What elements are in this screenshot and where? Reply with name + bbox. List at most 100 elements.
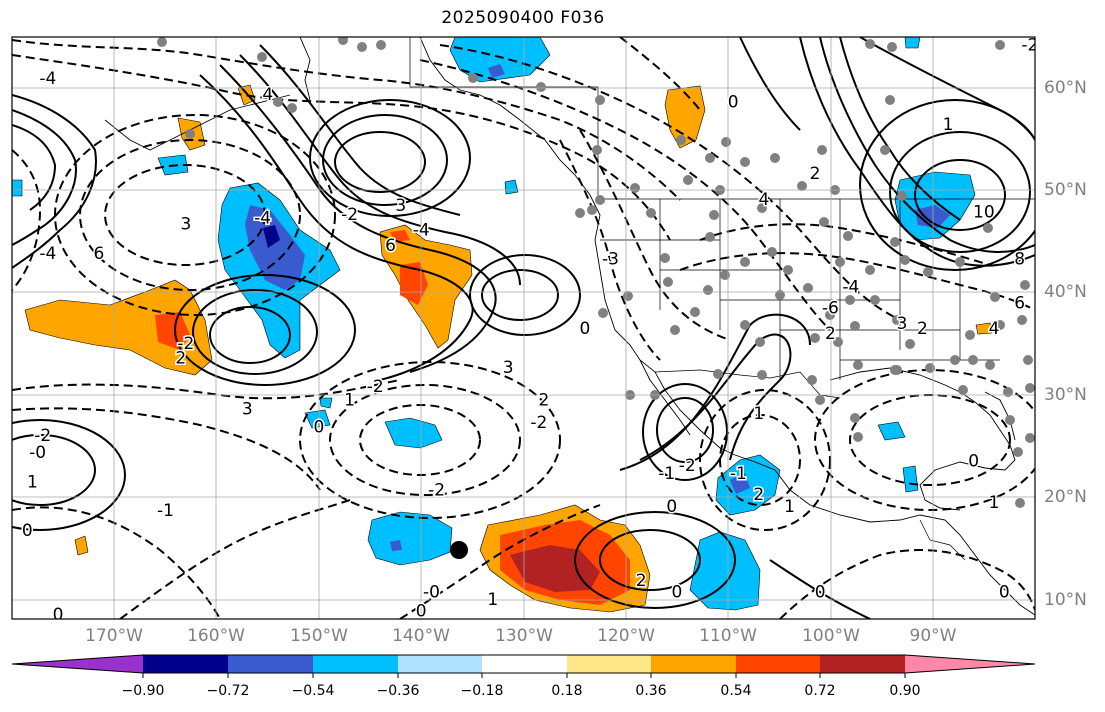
colorbar-bin-5 [482,655,567,673]
lon-tick-label: 130°W [495,626,553,646]
contour-band-2 [219,64,497,373]
colorbar-bin-2 [228,655,313,673]
anomaly-red-west [155,312,190,350]
colorbar-bin-3 [313,655,398,673]
contour-label: 1 [753,404,764,424]
colorbar-tick-label: −0.90 [121,683,165,699]
contour-label: 0 [672,583,683,603]
contour-label: -1 [157,501,174,521]
contour-label: -2 [679,456,696,476]
contour-label: 3 [503,358,514,378]
contour-label: 3 [395,196,406,216]
contour-label: -2 [341,205,358,225]
contour-label: 0 [416,601,427,621]
contour-label: 6 [385,236,396,256]
colorbar-tick-label: −0.18 [460,683,504,699]
contour-label: -2 [367,377,384,397]
contour-neg-west-1 [104,164,266,266]
lon-tick-label: 140°W [392,626,450,646]
lon-tick-label: 150°W [290,626,348,646]
colorbar-tick-label: −0.72 [206,683,250,699]
contour-label: 6 [1014,293,1025,313]
contour-neg-canada-n [619,37,701,111]
anomaly-orange-dot-2 [975,322,993,335]
contour-west-3 [12,124,57,211]
colorbar-extend-high [905,655,1035,673]
contour-neg-hawaii-3 [299,361,561,519]
lon-tick-label: 120°W [597,626,655,646]
contour-label: -3 [602,250,619,270]
contour-label: 2 [175,349,186,369]
border-states-1 [659,199,961,380]
lon-tick-label: 160°W [187,626,245,646]
lat-tick-label: 60°N [1044,78,1087,98]
contour-label: 2 [825,324,836,344]
colorbar-tick-label: 0.90 [889,683,921,699]
positive-contours [12,37,1035,619]
contour-neg-east-2 [699,223,991,266]
border-alaska-canada [409,37,599,199]
anomaly-orange-canada [664,85,706,149]
contour-label: 6 [94,244,105,264]
contour-west-2 [12,109,77,246]
lon-tick-label: 100°W [802,626,860,646]
contour-label: 3 [180,215,191,235]
anomaly-royal-southwest [390,540,402,551]
contour-neg-south-1 [119,499,351,619]
anomaly-navy-north-pacific [263,225,280,248]
contour-label: 1 [27,473,38,493]
significance-dots [157,37,1035,508]
colorbar [11,654,1036,678]
contour-pos-1a [174,274,356,386]
contour-label: 1 [344,391,355,411]
contour-label: 2 [539,391,550,411]
contour-west-1 [12,94,97,269]
coast-aleutians [104,94,291,151]
contour-neg-band-2 [12,407,321,491]
contour-pos-6 [334,131,426,193]
contour-neg-south-2 [399,504,601,619]
anomaly-cyan-gulf-small [902,465,919,493]
contour-label: 3 [897,314,908,334]
contour-label: 2 [810,164,821,184]
contour-neg-mexico-2 [699,389,831,531]
colorbar-tick-label: 0.72 [804,683,836,699]
anomaly-royal-canada-east [915,205,950,228]
contour-canada-1 [739,37,801,131]
contour-label: 1 [943,115,954,135]
anomaly-cyan-alaska [449,37,551,83]
contour-label: -4 [39,244,56,264]
contour-label: 2 [917,319,928,339]
contour-label: 10 [973,202,995,222]
contour-pos-south-mid [769,559,871,619]
contour-south-2 [599,529,701,591]
lat-tick-label: 10°N [1044,590,1087,610]
anomaly-cyan-southwest [367,511,453,566]
contour-label: -0 [29,443,46,463]
graticule [12,37,1035,619]
chart-title: 2025090400 F036 [441,8,605,28]
contour-label: 0 [728,93,739,113]
contour-neg-top-1 [12,39,681,201]
anomaly-orange-dot-1 [74,535,89,556]
contour-label: 1 [487,590,498,610]
contour-label: -1 [658,464,675,484]
contour-neg-top-4 [439,44,901,321]
contour-label: -6 [822,298,839,318]
coast-bering [299,37,311,101]
anomaly-cyan-coast [504,179,519,195]
lon-tick-label: 110°W [699,626,757,646]
contour-neg-top-2 [12,54,671,241]
contour-east-high-10 [914,159,1006,231]
colorbar-bin-4 [398,655,482,673]
contour-neg-west-2 [79,139,301,291]
contour-mexico-1b [642,383,728,481]
lat-tick-label: 50°N [1044,180,1087,200]
contour-label: 8 [1014,250,1025,270]
anomaly-orange-bering [237,84,256,106]
anomaly-fills [12,37,993,613]
contour-mexico-2 [639,333,792,461]
contour-label: 0 [313,417,324,437]
coast-baja [639,359,691,436]
